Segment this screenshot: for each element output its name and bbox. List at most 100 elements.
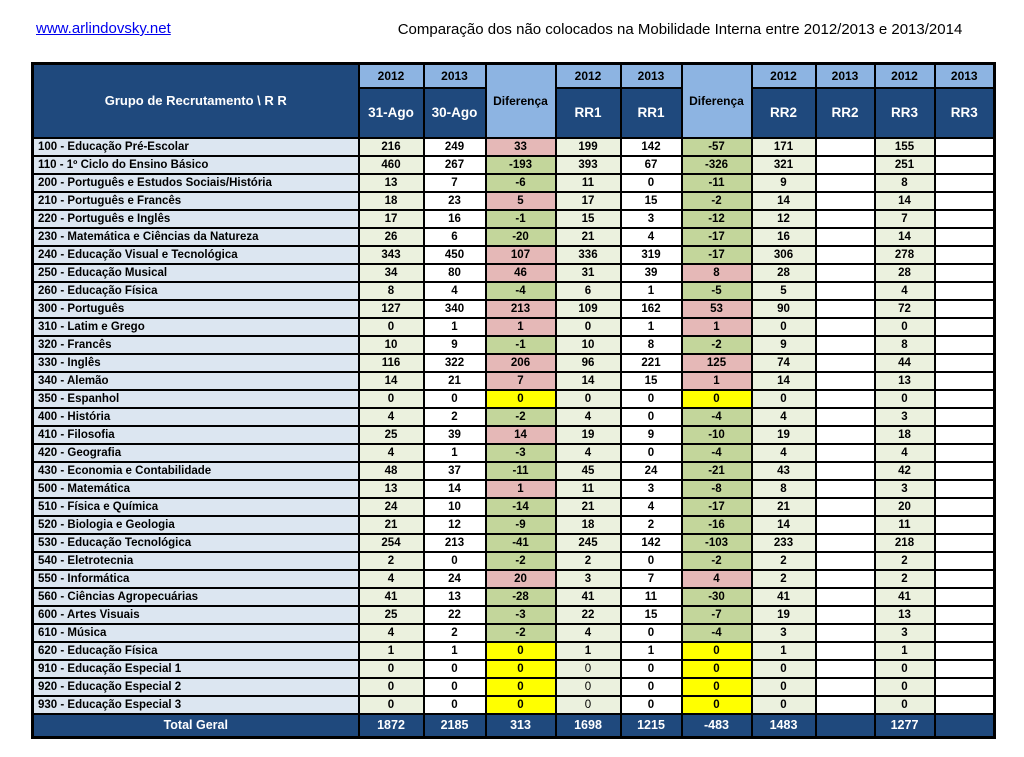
table-cell: 10: [422, 496, 487, 517]
table-cell: [814, 496, 876, 517]
total-cell: 1698: [554, 712, 622, 739]
table-cell: 0: [554, 676, 622, 697]
table-cell: 24: [422, 568, 487, 589]
table-cell: [933, 568, 996, 589]
table-cell: 4: [357, 568, 425, 589]
table-cell: 14: [554, 370, 622, 391]
total-cell: 2185: [422, 712, 487, 739]
table-cell: 4: [554, 622, 622, 643]
table-cell: -2: [484, 550, 557, 571]
table-cell: -17: [680, 496, 753, 517]
table-cell: 0: [873, 658, 936, 679]
table-cell: [933, 622, 996, 643]
row-label-cell: 320 - Francês: [31, 334, 360, 355]
table-cell: 218: [873, 532, 936, 553]
table-cell: 0: [619, 442, 683, 463]
table-cell: 13: [873, 370, 936, 391]
table-cell: 4: [750, 442, 817, 463]
table-cell: 0: [619, 622, 683, 643]
table-cell: 3: [554, 568, 622, 589]
table-row: 430 - Economia e Contabilidade 48 37 -11 45 2…: [31, 460, 996, 481]
table-row: 540 - Eletrotecnia 2 0 -2 2 0 -2 2 2: [31, 550, 996, 571]
table-cell: 251: [873, 154, 936, 175]
table-cell: -57: [680, 136, 753, 157]
table-cell: 4: [750, 406, 817, 427]
table-cell: 0: [422, 676, 487, 697]
header-year: 2012: [357, 62, 425, 89]
table-cell: 0: [619, 550, 683, 571]
table-cell: 0: [680, 694, 753, 715]
row-label-cell: 530 - Educação Tecnológica: [31, 532, 360, 553]
table-cell: [933, 514, 996, 535]
table-cell: 0: [357, 676, 425, 697]
table-cell: 12: [422, 514, 487, 535]
table-cell: 26: [357, 226, 425, 247]
table-cell: 1: [422, 442, 487, 463]
table-cell: [933, 460, 996, 481]
table-cell: 2: [554, 550, 622, 571]
table-cell: 4: [873, 442, 936, 463]
table-cell: 24: [619, 460, 683, 481]
table-row: 320 - Francês 10 9 -1 10 8 -2 9 8: [31, 334, 996, 355]
table-cell: 15: [554, 208, 622, 229]
table-cell: 0: [750, 388, 817, 409]
table-cell: -5: [680, 280, 753, 301]
table-cell: [933, 334, 996, 355]
row-label-cell: 400 - História: [31, 406, 360, 427]
table-row: 610 - Música 4 2 -2 4 0 -4 3 3: [31, 622, 996, 643]
row-label-cell: 540 - Eletrotecnia: [31, 550, 360, 571]
table-row: 200 - Português e Estudos Sociais/Histór…: [31, 172, 996, 193]
table-cell: 12: [750, 208, 817, 229]
table-cell: [814, 280, 876, 301]
table-cell: 4: [873, 280, 936, 301]
table-cell: 4: [357, 406, 425, 427]
row-label-cell: 310 - Latim e Grego: [31, 316, 360, 337]
table-cell: [933, 694, 996, 715]
table-cell: [933, 424, 996, 445]
table-cell: 9: [750, 172, 817, 193]
table-cell: -4: [680, 442, 753, 463]
table-cell: 7: [873, 208, 936, 229]
table-cell: 142: [619, 532, 683, 553]
table-cell: [933, 244, 996, 265]
table-cell: 9: [619, 424, 683, 445]
table-cell: 127: [357, 298, 425, 319]
table-cell: 306: [750, 244, 817, 265]
table-row: 410 - Filosofia 25 39 14 19 9 -10 19 18: [31, 424, 996, 445]
table-cell: 6: [554, 280, 622, 301]
table-row: 330 - Inglês 116 322 206 96 221 125 74 44: [31, 352, 996, 373]
table-cell: 0: [554, 694, 622, 715]
table-cell: 125: [680, 352, 753, 373]
table-cell: 8: [750, 478, 817, 499]
table-cell: 1: [422, 316, 487, 337]
table-cell: [933, 280, 996, 301]
table-cell: -12: [680, 208, 753, 229]
table-cell: 2: [873, 550, 936, 571]
table-cell: 1: [484, 316, 557, 337]
table-cell: -10: [680, 424, 753, 445]
table-cell: [814, 334, 876, 355]
total-cell: 1872: [357, 712, 425, 739]
table-cell: -3: [484, 442, 557, 463]
table-cell: 11: [554, 478, 622, 499]
table-cell: [814, 460, 876, 481]
table-cell: 1: [619, 280, 683, 301]
table-cell: 22: [422, 604, 487, 625]
table-cell: 0: [619, 172, 683, 193]
table-row: 230 - Matemática e Ciências da Natureza 2…: [31, 226, 996, 247]
row-label-cell: 100 - Educação Pré-Escolar: [31, 136, 360, 157]
table-cell: 8: [619, 334, 683, 355]
site-link[interactable]: www.arlindovsky.net: [36, 20, 171, 37]
table-cell: [814, 478, 876, 499]
table-cell: -4: [680, 622, 753, 643]
comparison-table-wrap: Grupo de Recrutamento \ R R 2012 2013 Di…: [31, 62, 996, 739]
table-row: 220 - Português e Inglês 17 16 -1 15 3 -12 12 7: [31, 208, 996, 229]
table-cell: 0: [554, 316, 622, 337]
table-cell: 1: [484, 478, 557, 499]
table-cell: [933, 370, 996, 391]
table-cell: 53: [680, 298, 753, 319]
table-row: 500 - Matemática 13 14 1 11 3 -8 8 3: [31, 478, 996, 499]
table-cell: 0: [619, 388, 683, 409]
